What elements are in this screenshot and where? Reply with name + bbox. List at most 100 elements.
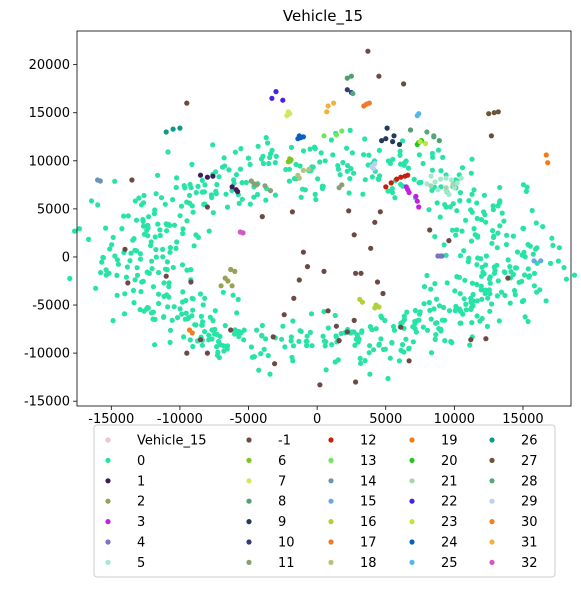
cluster-0-point — [366, 350, 372, 356]
cluster-0-point — [510, 271, 516, 277]
cluster-0-point — [134, 265, 140, 271]
cluster--1-point — [351, 317, 357, 323]
cluster-0-point — [522, 314, 528, 320]
cluster-0-point — [181, 183, 187, 189]
cluster-0-point — [112, 253, 118, 259]
cluster-0-point — [525, 266, 531, 272]
cluster-0-point — [170, 264, 176, 271]
y-axis: -15000 -10000 -5000 0 5000 10000 15000 20000 — [24, 58, 77, 410]
cluster-0-point — [459, 165, 466, 171]
cluster-0-point — [474, 313, 480, 319]
cluster-0-point — [239, 196, 245, 202]
cluster-0-point — [494, 245, 500, 251]
cluster-0-point — [189, 161, 195, 167]
cluster-0-point — [469, 156, 475, 162]
cluster--1-point — [358, 270, 364, 276]
cluster-0-point — [371, 347, 377, 353]
cluster-0-point — [461, 248, 467, 254]
cluster-0-point — [289, 354, 295, 360]
cluster-3-point — [413, 193, 419, 199]
cluster-5-point — [438, 176, 444, 182]
cluster-0-point — [420, 324, 426, 330]
legend-box — [93, 424, 556, 578]
cluster-0-point — [401, 313, 407, 319]
legend-marker — [328, 478, 334, 484]
cluster-12-point — [383, 184, 389, 190]
cluster-0-point — [412, 307, 418, 314]
cluster-0-point — [304, 333, 310, 339]
cluster-0-point — [437, 214, 443, 220]
cluster-0-point — [137, 251, 143, 257]
cluster-0-point — [507, 264, 513, 270]
legend-label: 19 — [441, 434, 458, 449]
cluster-0-point — [498, 289, 505, 295]
cluster-0-point — [441, 304, 447, 311]
cluster-0-point — [214, 182, 220, 188]
cluster-0-point — [353, 336, 359, 342]
legend-label: 31 — [521, 536, 538, 551]
cluster-0-point — [323, 339, 329, 345]
cluster-14-point — [97, 178, 103, 184]
cluster-0-point — [286, 178, 292, 184]
cluster-0-point — [151, 211, 157, 217]
cluster--1-point — [336, 338, 342, 344]
legend-marker — [328, 437, 334, 443]
cluster--1-point — [401, 81, 407, 87]
legend-label: 11 — [278, 556, 295, 571]
cluster--1-point — [376, 73, 382, 79]
cluster-0-point — [121, 311, 128, 317]
cluster-0-point — [439, 317, 445, 323]
cluster-0-point — [413, 329, 419, 335]
cluster-0-point — [534, 245, 540, 251]
cluster--1-point — [270, 334, 276, 340]
cluster-0-point — [184, 267, 190, 273]
cluster-0-point — [457, 198, 463, 204]
cluster-0-point — [389, 340, 395, 346]
legend-label: 13 — [360, 454, 377, 469]
legend-marker — [409, 478, 415, 484]
cluster-28-point — [350, 90, 356, 97]
legend-marker — [409, 437, 415, 443]
cluster--1-point — [204, 350, 210, 356]
cluster-0-point — [174, 239, 180, 245]
cluster-0-point — [210, 210, 216, 216]
cluster-0-point — [367, 371, 373, 377]
cluster-0-point — [432, 320, 439, 326]
cluster-0-point — [300, 148, 307, 154]
cluster-0-point — [156, 291, 162, 297]
cluster-0-point — [421, 284, 428, 290]
cluster-0-point — [304, 338, 310, 344]
cluster-0-point — [426, 299, 432, 306]
cluster--1-point — [204, 204, 210, 210]
legend-marker — [489, 559, 495, 566]
legend-marker — [489, 457, 495, 463]
cluster-0-point — [389, 189, 396, 196]
cluster-0-point — [179, 311, 185, 317]
cluster-0-point — [161, 280, 167, 286]
cluster-0-point — [269, 147, 275, 153]
cluster-0-point — [236, 200, 242, 206]
cluster-0-point — [161, 314, 167, 320]
cluster-0-point — [448, 338, 454, 345]
cluster-0-point — [344, 168, 350, 174]
cluster-0-point — [376, 147, 382, 153]
cluster-0-point — [416, 311, 423, 317]
cluster-0-point — [171, 304, 177, 310]
cluster-0-point — [340, 159, 346, 166]
cluster-5-point — [449, 177, 455, 183]
cluster-0-point — [367, 343, 373, 349]
cluster-0-point — [251, 194, 257, 200]
cluster-0-point — [469, 320, 475, 326]
cluster-0-point — [534, 289, 540, 295]
cluster--1-point — [398, 324, 404, 330]
cluster-4-point — [439, 253, 445, 259]
cluster-0-point — [387, 160, 393, 166]
cluster-0-point — [183, 310, 189, 316]
y-tick-label: 15000 — [29, 106, 70, 121]
cluster-0-point — [193, 190, 199, 196]
cluster-0-point — [514, 249, 521, 255]
cluster-5-point — [428, 173, 434, 179]
cluster-0-point — [213, 191, 219, 197]
cluster-0-point — [547, 260, 554, 266]
cluster-0-point — [540, 224, 546, 230]
